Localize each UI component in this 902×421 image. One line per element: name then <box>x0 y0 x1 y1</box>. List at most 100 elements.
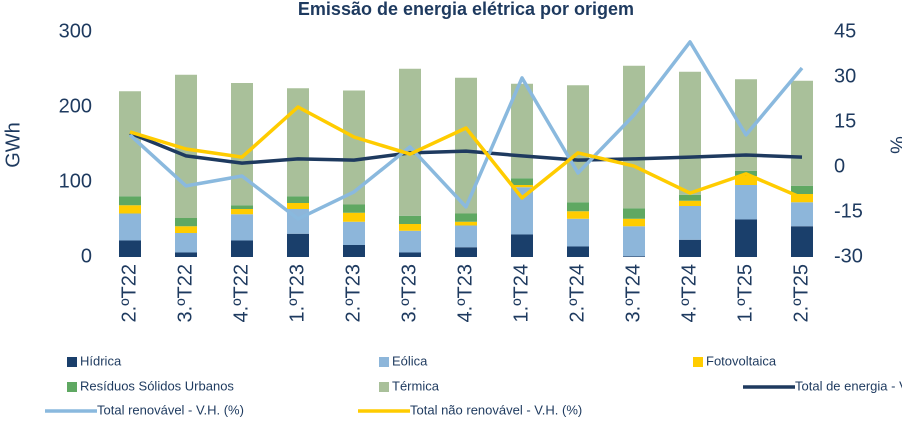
bar-segment <box>455 225 477 248</box>
legend-swatch <box>693 357 703 367</box>
bar-segment <box>791 80 813 186</box>
bar-segment <box>735 79 757 171</box>
bar-segment <box>623 65 645 209</box>
legend-label: Resíduos Sólidos Urbanos <box>80 378 234 393</box>
bar-segment <box>511 185 533 188</box>
bar-segment <box>623 256 645 257</box>
bar-segment <box>287 88 309 197</box>
bar-segment <box>791 185 813 194</box>
bar-segment <box>567 218 589 247</box>
legend-swatch <box>67 382 77 392</box>
legend-label: Fotovoltaica <box>706 353 777 368</box>
y2-tick-label: 0 <box>834 155 845 177</box>
x-tick-label: 2.ºT24 <box>566 264 588 322</box>
line-series <box>128 40 804 221</box>
y-tick-label: 200 <box>59 95 92 117</box>
bar-segment <box>231 214 253 241</box>
y2-tick-label: 30 <box>834 65 856 87</box>
bar-segment <box>175 226 197 233</box>
y-axis-label: GWh <box>2 122 24 168</box>
x-tick-label: 4.ºT24 <box>678 264 700 322</box>
legend-label: Total renovável - V.H. (%) <box>97 402 244 417</box>
bar-segment <box>119 91 141 197</box>
x-tick-label: 2.ºT25 <box>790 264 812 322</box>
bar-segment <box>791 202 813 227</box>
bar-segment <box>511 178 533 185</box>
legend-swatch <box>67 357 77 367</box>
legend-swatch <box>379 357 389 367</box>
bar-segment <box>735 176 757 185</box>
legend-label: Hídrica <box>80 353 122 368</box>
bar-segment <box>343 90 365 205</box>
y2-tick-label: 15 <box>834 110 856 132</box>
bar-segment <box>343 221 365 245</box>
y2-tick-label: -30 <box>834 245 863 267</box>
y2-tick-label: -15 <box>834 200 863 222</box>
bar-segment <box>175 252 197 257</box>
bar-segment <box>623 218 645 227</box>
bar-segment <box>791 194 813 203</box>
bar-segment <box>287 203 309 209</box>
bar-segment <box>231 240 253 257</box>
bar-segment <box>455 213 477 222</box>
legend-label: Térmica <box>392 378 440 393</box>
x-tick-label: 2.ºT22 <box>118 264 140 322</box>
bar-segment <box>455 77 477 214</box>
bar-segment <box>287 196 309 203</box>
x-tick-label: 3.ºT23 <box>398 264 420 322</box>
line-series <box>129 105 803 200</box>
y-tick-label: 0 <box>81 245 92 267</box>
legend-swatch <box>379 382 389 392</box>
bar-segment <box>511 234 533 257</box>
bar-segment <box>119 213 141 241</box>
bar-segment <box>791 226 813 257</box>
legend-label: Eólica <box>392 353 428 368</box>
bar-segment <box>623 208 645 219</box>
chart-title: Emissão de energia elétrica por origem <box>298 0 634 19</box>
legend-label: Total não renovável - V.H. (%) <box>410 402 582 417</box>
x-tick-label: 4.ºT23 <box>454 264 476 322</box>
bar-segment <box>679 194 701 201</box>
x-tick-label: 3.ºT22 <box>174 264 196 322</box>
line-series <box>129 131 803 165</box>
bar-segment <box>399 68 421 216</box>
bar-segment <box>343 245 365 257</box>
bar-segment <box>119 196 141 206</box>
bar-segment <box>679 71 701 195</box>
legend-label: Total de energia - V.H. (%) <box>795 378 902 393</box>
bar-segment <box>567 211 589 219</box>
bar-segment <box>287 233 309 257</box>
bar-segment <box>399 252 421 257</box>
y-tick-label: 100 <box>59 170 92 192</box>
x-tick-label: 1.ºT24 <box>510 264 532 322</box>
bar-segment <box>175 218 197 227</box>
y2-tick-label: 45 <box>834 20 856 42</box>
bar-segment <box>567 246 589 257</box>
bar-segment <box>343 212 365 222</box>
y2-axis-label: % <box>886 136 902 154</box>
bar-segment <box>231 205 253 209</box>
bar-segment <box>231 83 253 206</box>
bar-segment <box>623 226 645 257</box>
bar-segment <box>455 221 477 226</box>
bar-segment <box>679 200 701 206</box>
y-tick-label: 300 <box>59 20 92 42</box>
bar-segment <box>399 230 421 253</box>
bar-segment <box>735 219 757 257</box>
bar-segment <box>343 204 365 213</box>
bar-segment <box>567 202 589 212</box>
bar-segment <box>119 205 141 214</box>
bar-segment <box>455 247 477 257</box>
bar-segment <box>399 224 421 231</box>
bar-segment <box>231 209 253 215</box>
bar-segment <box>567 85 589 203</box>
x-tick-label: 4.ºT22 <box>230 264 252 322</box>
x-tick-label: 3.ºT24 <box>622 264 644 322</box>
bar-segment <box>399 215 421 224</box>
bar-segment <box>679 206 701 240</box>
bar-segment <box>511 187 533 235</box>
bar-segment <box>679 239 701 257</box>
bar-segment <box>735 185 757 220</box>
x-tick-label: 1.ºT25 <box>734 264 756 322</box>
x-tick-label: 1.ºT23 <box>286 264 308 322</box>
